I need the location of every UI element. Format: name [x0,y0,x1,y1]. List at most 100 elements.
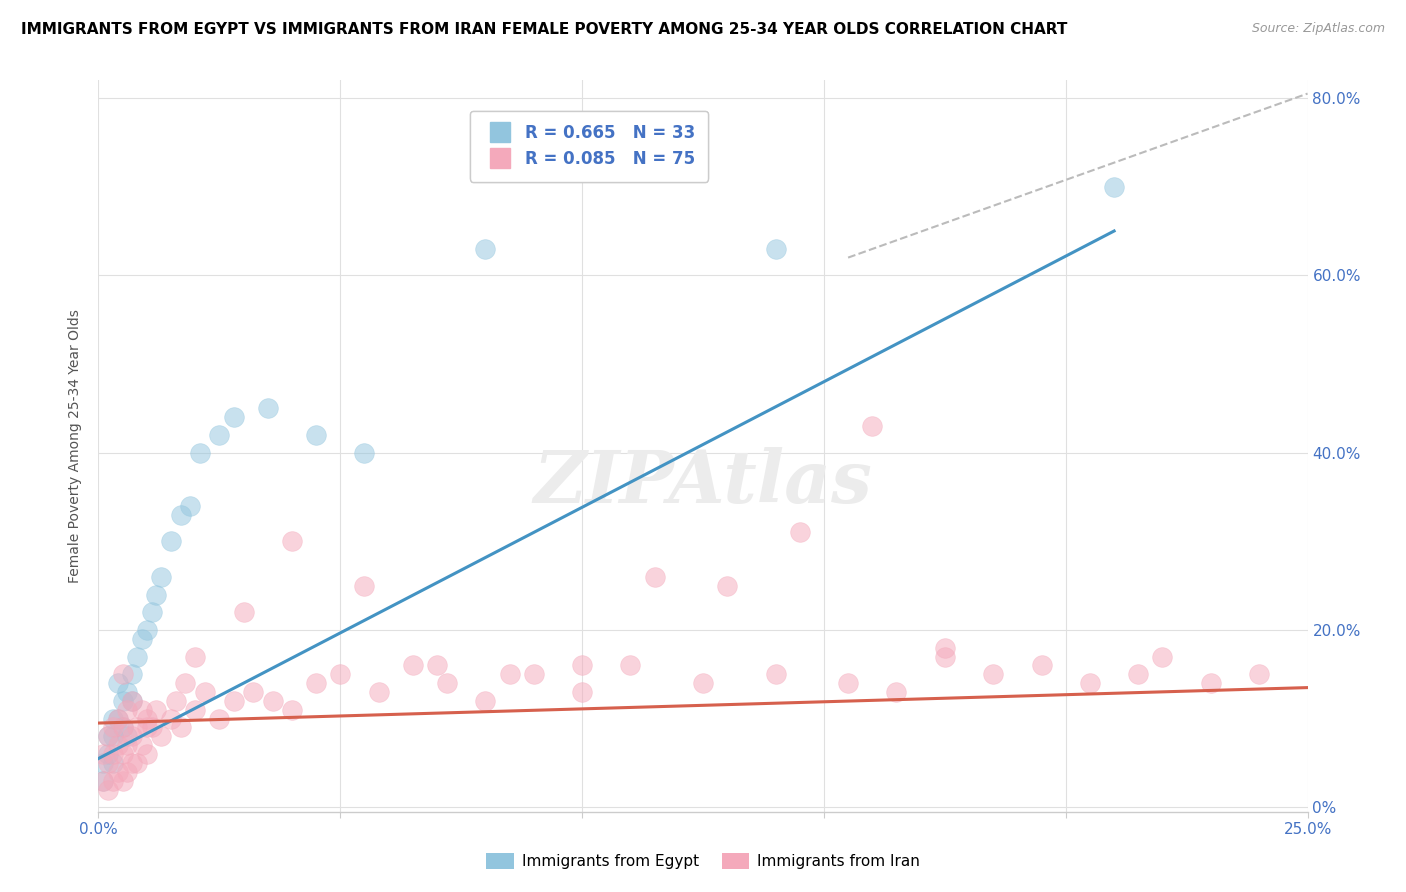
Point [135,623,157,637]
Point [101,712,124,726]
Point [194,685,217,699]
Point [353,579,375,593]
Point [436,676,458,690]
Point [160,534,183,549]
Point [131,738,153,752]
Point [765,667,787,681]
Point [1199,676,1222,690]
Point [127,649,149,664]
Point [474,694,496,708]
Point [145,587,167,601]
Y-axis label: Female Poverty Among 25-34 Year Olds: Female Poverty Among 25-34 Year Olds [69,309,83,583]
Point [107,676,129,690]
Point [117,730,139,744]
Point [150,570,173,584]
Point [692,676,714,690]
Point [523,667,546,681]
Point [117,685,139,699]
Point [1078,676,1101,690]
Point [765,242,787,256]
Point [860,419,883,434]
Point [1128,667,1150,681]
Point [169,508,191,522]
Point [1031,658,1053,673]
Point [135,747,157,761]
Text: ZIPAtlas: ZIPAtlas [534,447,872,518]
Point [981,667,1004,681]
Point [127,721,149,735]
Point [305,428,328,442]
Text: IMMIGRANTS FROM EGYPT VS IMMIGRANTS FROM IRAN FEMALE POVERTY AMONG 25-34 YEAR OL: IMMIGRANTS FROM EGYPT VS IMMIGRANTS FROM… [21,22,1067,37]
Point [111,747,134,761]
Point [107,712,129,726]
Point [305,676,328,690]
Point [135,721,157,735]
Point [886,685,908,699]
Point [145,703,167,717]
Point [97,730,120,744]
Point [160,712,183,726]
Point [107,764,129,779]
Point [121,694,143,708]
Point [934,640,956,655]
Legend: R = 0.665   N = 33, R = 0.085   N = 75: R = 0.665 N = 33, R = 0.085 N = 75 [470,111,709,182]
Point [353,445,375,459]
Point [131,632,153,646]
Point [222,694,245,708]
Point [91,756,114,770]
Point [165,694,187,708]
Point [1102,179,1125,194]
Point [97,730,120,744]
Point [101,773,124,788]
Point [644,570,666,584]
Point [127,756,149,770]
Point [184,703,207,717]
Point [121,756,143,770]
Point [121,667,143,681]
Point [188,445,211,459]
Point [329,667,352,681]
Point [571,658,593,673]
Point [141,721,163,735]
Point [101,730,124,744]
Point [97,756,120,770]
Point [121,730,143,744]
Point [111,667,134,681]
Point [117,703,139,717]
Point [111,721,134,735]
Point [91,747,114,761]
Point [208,712,231,726]
Point [101,747,124,761]
Point [97,782,120,797]
Point [121,694,143,708]
Point [111,773,134,788]
Text: Source: ZipAtlas.com: Source: ZipAtlas.com [1251,22,1385,36]
Point [150,730,173,744]
Point [368,685,391,699]
Point [474,242,496,256]
Point [498,667,520,681]
Point [111,694,134,708]
Point [256,401,278,416]
Point [716,579,738,593]
Point [571,685,593,699]
Point [262,694,284,708]
Point [141,605,163,619]
Point [1249,667,1271,681]
Point [131,703,153,717]
Point [934,649,956,664]
Point [97,747,120,761]
Point [169,721,191,735]
Point [101,756,124,770]
Point [619,658,641,673]
Point [837,676,859,690]
Point [1152,649,1174,664]
Point [91,773,114,788]
Point [402,658,425,673]
Point [117,764,139,779]
Point [101,721,124,735]
Point [281,703,304,717]
Point [426,658,449,673]
Legend: Immigrants from Egypt, Immigrants from Iran: Immigrants from Egypt, Immigrants from I… [481,847,925,875]
Point [111,721,134,735]
